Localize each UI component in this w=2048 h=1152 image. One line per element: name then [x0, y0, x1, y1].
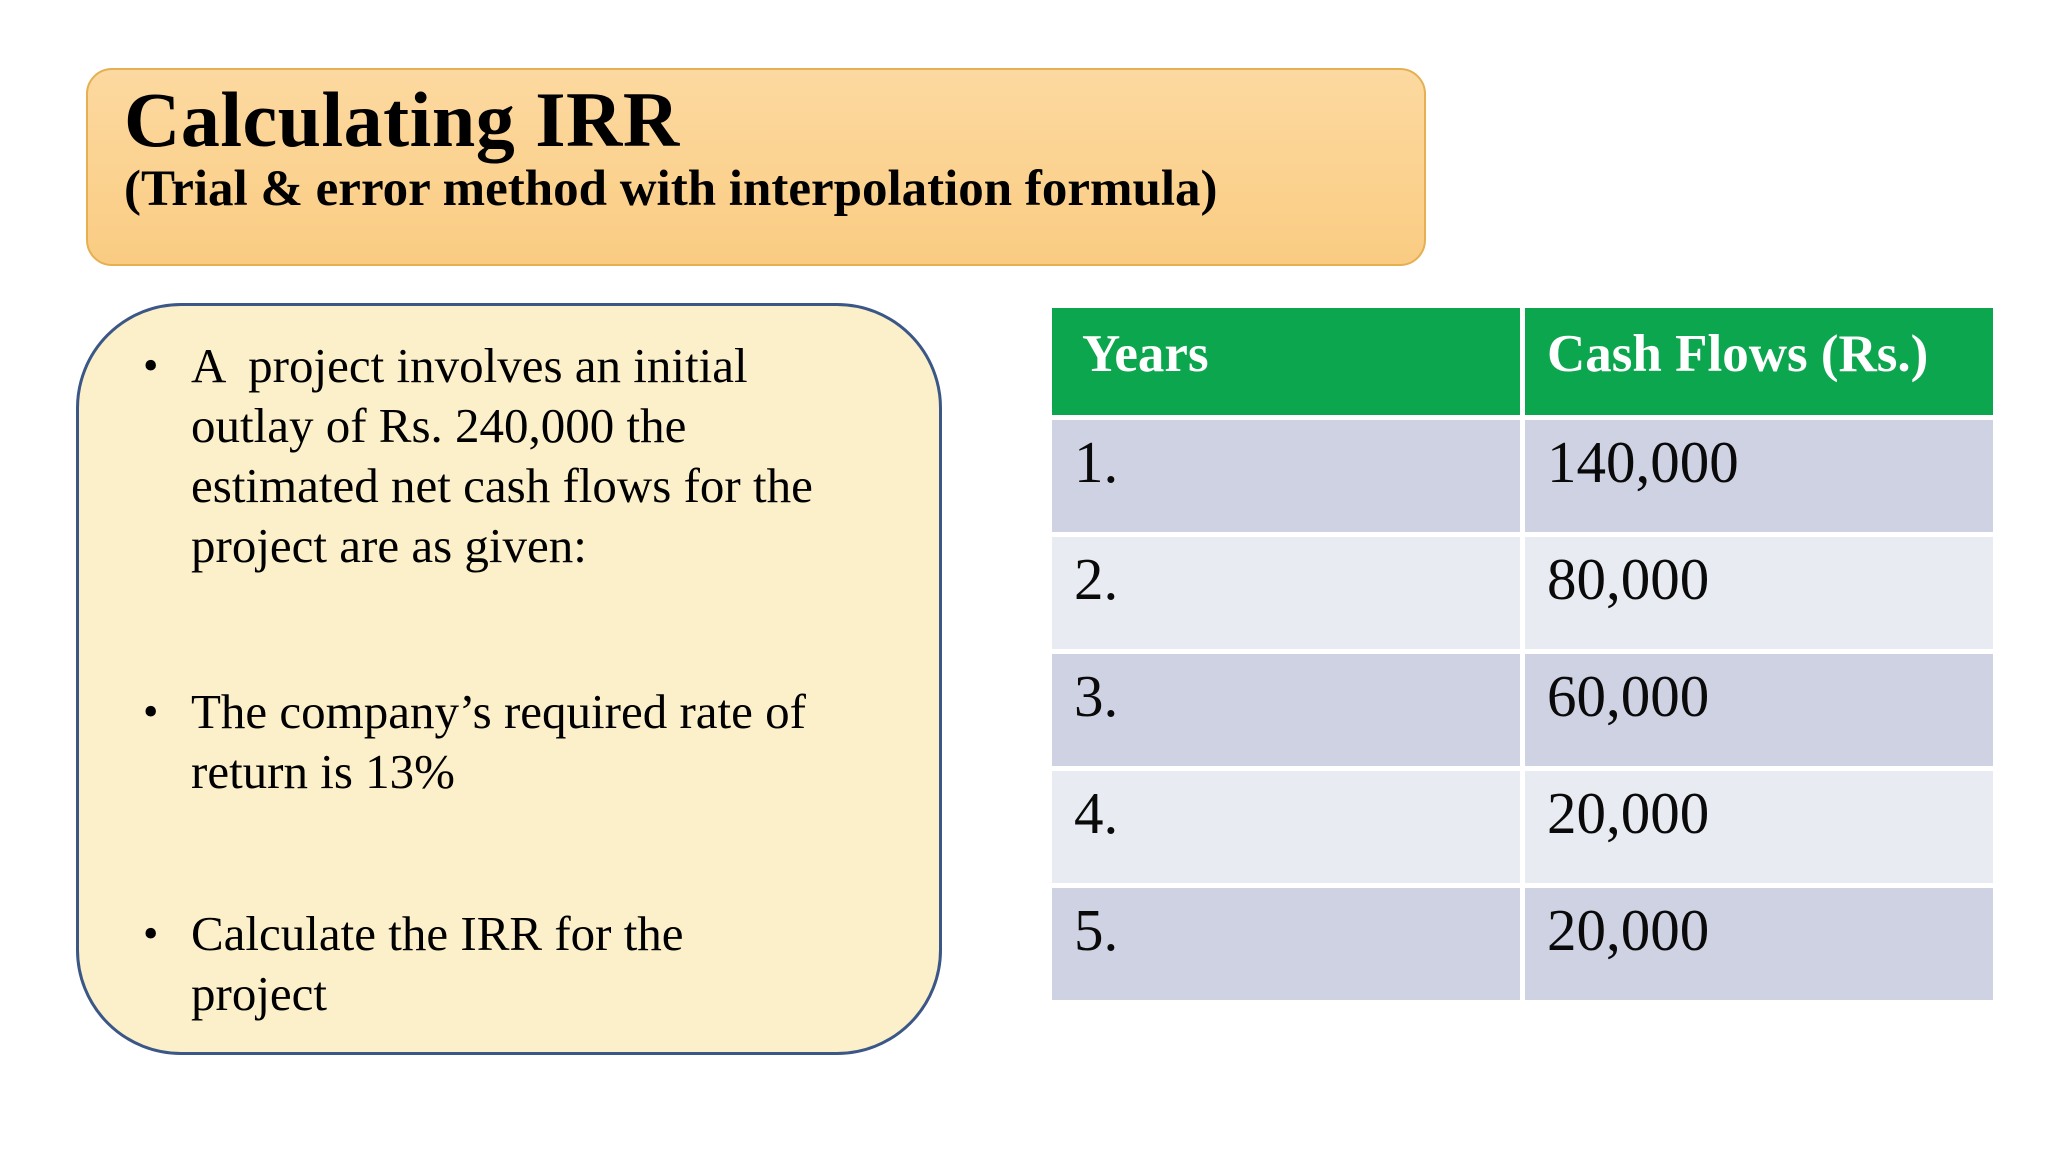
table-cell-cashflow-2: 80,000: [1525, 537, 1993, 649]
slide-subtitle: (Trial & error method with interpolation…: [124, 161, 1218, 218]
table-cell-year-2: 2.: [1052, 537, 1520, 649]
bullet-icon: •: [143, 341, 159, 390]
bullet-text-initial-outlay: A project involves an initial outlay of …: [191, 338, 813, 573]
bullet-text-required-rate: The company’s required rate of return is…: [191, 684, 806, 799]
bullet-item-initial-outlay: • A project involves an initial outlay o…: [143, 336, 935, 576]
cash-flow-table: Years Cash Flows (Rs.) 1. 140,000 2. 80,…: [1052, 308, 1993, 1000]
table-cell-year-1: 1.: [1052, 420, 1520, 532]
problem-statement-box: • A project involves an initial outlay o…: [76, 303, 942, 1055]
table-cell-cashflow-4: 20,000: [1525, 771, 1993, 883]
bullet-item-calculate-irr: • Calculate the IRR for the project: [143, 904, 935, 1024]
title-banner: Calculating IRR (Trial & error method wi…: [86, 68, 1426, 266]
table-cell-cashflow-5: 20,000: [1525, 888, 1993, 1000]
table-cell-year-3: 3.: [1052, 654, 1520, 766]
slide-title: Calculating IRR: [124, 76, 680, 163]
table-header-years: Years: [1052, 308, 1520, 415]
bullet-icon: •: [143, 687, 159, 736]
table-cell-cashflow-1: 140,000: [1525, 420, 1993, 532]
table-cell-cashflow-3: 60,000: [1525, 654, 1993, 766]
table-cell-year-4: 4.: [1052, 771, 1520, 883]
bullet-item-required-rate: • The company’s required rate of return …: [143, 682, 935, 802]
table-cell-year-5: 5.: [1052, 888, 1520, 1000]
bullet-icon: •: [143, 909, 159, 958]
table-header-cash-flows: Cash Flows (Rs.): [1525, 308, 1993, 415]
bullet-text-calculate-irr: Calculate the IRR for the project: [191, 906, 684, 1021]
